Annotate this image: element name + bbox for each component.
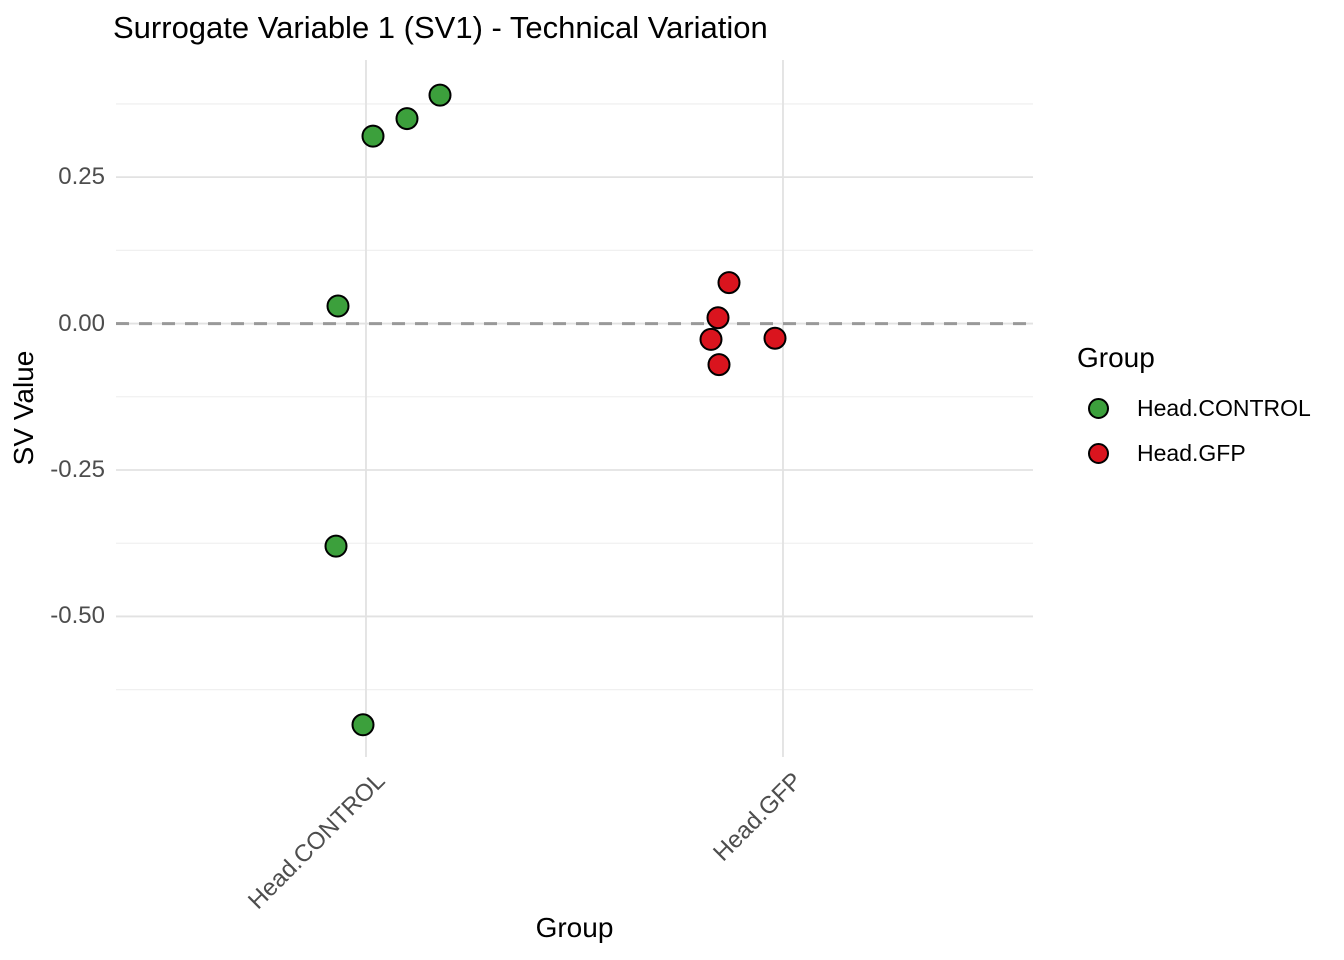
legend-item-label: Head.GFP	[1137, 439, 1246, 466]
legend-title: Group	[1077, 342, 1155, 373]
legend-point-green-icon	[1088, 397, 1109, 419]
y-tick-label: 0.25	[58, 163, 105, 191]
legend-item-head-gfp: Head.GFP	[1088, 439, 1246, 466]
legend-item-label: Head.CONTROL	[1137, 394, 1311, 421]
y-tick-label: -0.25	[50, 456, 105, 483]
data-point-head-control	[326, 294, 350, 318]
data-point-head-gfp	[707, 353, 731, 377]
y-tick-label: 0.00	[58, 309, 105, 337]
legend-item-head-control: Head.CONTROL	[1088, 394, 1311, 421]
data-point-head-control	[351, 713, 375, 737]
data-point-head-gfp	[763, 326, 787, 350]
legend-point-red-icon	[1088, 442, 1109, 464]
data-point-head-control	[395, 107, 419, 131]
x-axis-title: Group	[535, 912, 614, 943]
data-point-head-control	[324, 534, 348, 558]
chart-title: Surrogate Variable 1 (SV1) - Technical V…	[113, 10, 768, 45]
data-point-head-gfp	[706, 306, 730, 330]
data-point-head-gfp	[717, 271, 741, 295]
y-axis-title: SV Value	[8, 350, 39, 466]
data-point-head-control	[361, 124, 385, 148]
data-point-head-control	[428, 83, 452, 107]
data-point-head-gfp	[699, 327, 723, 351]
y-tick-label: -0.50	[50, 602, 105, 630]
